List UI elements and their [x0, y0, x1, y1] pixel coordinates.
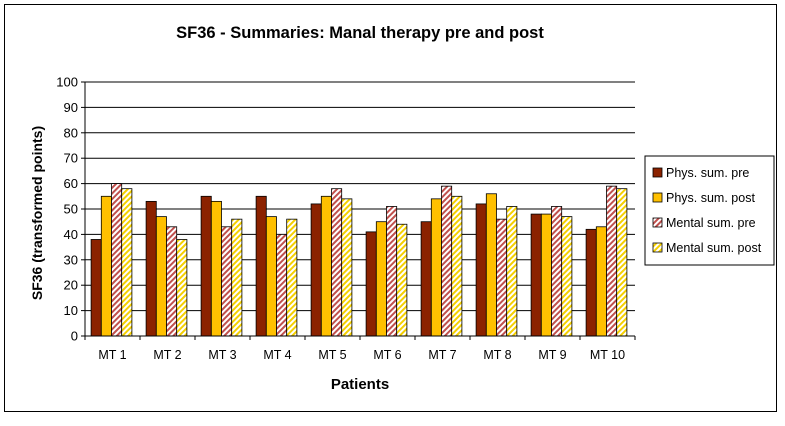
bar-phys-sum-pre [420, 221, 432, 337]
y-tick-label: 70 [64, 151, 78, 166]
bar-phys-sum-post [265, 216, 277, 337]
bar-mental-sum-pre [386, 206, 398, 337]
y-axis-label: SF36 (transformed points) [29, 126, 45, 300]
bar-phys-sum-post [540, 213, 552, 337]
y-tick-label: 100 [56, 75, 78, 90]
x-tick-label: MT 2 [153, 348, 181, 362]
bar-phys-sum-pre [145, 200, 157, 337]
bar-phys-sum-pre [530, 213, 542, 337]
x-tick-label: MT 9 [538, 348, 566, 362]
legend-box [644, 155, 775, 266]
legend-label: Mental sum. post [666, 241, 762, 255]
legend: Phys. sum. pre Phys. sum. post Mental sum.… [644, 155, 775, 266]
bar-mental-sum-post [451, 195, 463, 337]
bar-mental-sum-pre [441, 185, 453, 337]
x-tick-label: MT 10 [590, 348, 625, 362]
bar-phys-sum-pre [90, 239, 102, 337]
bars-layer [90, 183, 628, 337]
y-tick-label: 40 [64, 227, 78, 242]
x-tick-label: MT 1 [98, 348, 126, 362]
y-tick-label: 10 [64, 303, 78, 318]
legend-label: Phys. sum. post [666, 191, 755, 205]
legend-swatch [652, 242, 663, 253]
bar-mental-sum-pre [606, 185, 618, 337]
bar-phys-sum-pre [255, 195, 267, 337]
bar-mental-sum-post [286, 218, 298, 337]
chart-svg: SF36 - Summaries: Manal therapy pre and … [29, 24, 775, 393]
bar-phys-sum-post [100, 195, 112, 337]
legend-label: Mental sum. pre [666, 216, 756, 230]
bar-phys-sum-pre [585, 228, 597, 337]
x-tick-label: MT 7 [428, 348, 456, 362]
chart-frame: SF36 - Summaries: Manal therapy pre and … [4, 4, 777, 412]
bar-mental-sum-pre [111, 183, 123, 337]
bar-phys-sum-post [320, 195, 332, 337]
bar-phys-sum-post [430, 198, 442, 337]
bar-mental-sum-post [396, 223, 408, 337]
legend-label: Phys. sum. pre [666, 166, 749, 180]
bar-mental-sum-pre [276, 233, 288, 337]
legend-swatch [652, 217, 663, 228]
x-tick-label: MT 4 [263, 348, 291, 362]
bar-phys-sum-post [375, 221, 387, 337]
bar-phys-sum-post [595, 226, 607, 337]
bar-mental-sum-post [231, 218, 243, 337]
bar-mental-sum-pre [496, 218, 508, 337]
y-tick-label: 50 [64, 202, 78, 217]
bar-mental-sum-pre [221, 226, 233, 337]
x-tick-label: MT 6 [373, 348, 401, 362]
chart-title: SF36 - Summaries: Manal therapy pre and … [176, 24, 544, 42]
y-tick-label: 90 [64, 100, 78, 115]
x-tick-label: MT 5 [318, 348, 346, 362]
y-tick-label: 20 [64, 278, 78, 293]
y-tick-label: 30 [64, 252, 78, 267]
x-axis-label: Patients [331, 376, 389, 393]
bar-mental-sum-post [561, 216, 573, 337]
legend-swatch [652, 192, 663, 203]
legend-swatch [652, 167, 663, 178]
bar-mental-sum-pre [331, 188, 343, 337]
bar-phys-sum-post [485, 193, 497, 337]
y-tick-label: 0 [71, 329, 78, 344]
bar-phys-sum-pre [365, 231, 377, 337]
bar-phys-sum-pre [200, 195, 212, 337]
x-tick-label: MT 3 [208, 348, 236, 362]
bar-mental-sum-post [506, 206, 518, 337]
bar-phys-sum-pre [310, 203, 322, 337]
bar-mental-sum-pre [166, 226, 178, 337]
bar-phys-sum-post [155, 216, 167, 337]
y-tick-label: 60 [64, 176, 78, 191]
bar-phys-sum-pre [475, 203, 487, 337]
bar-phys-sum-post [210, 200, 222, 337]
bar-mental-sum-post [341, 198, 353, 337]
y-tick-label: 80 [64, 125, 78, 140]
bar-mental-sum-pre [551, 206, 563, 337]
bar-mental-sum-post [121, 188, 133, 337]
x-tick-label: MT 8 [483, 348, 511, 362]
bar-mental-sum-post [616, 188, 628, 337]
axes-layer: 0 10 20 30 40 50 60 70 80 90 100 MT 1 MT 2 MT 3 MT 4 MT… [56, 75, 636, 362]
bar-mental-sum-post [176, 239, 188, 337]
